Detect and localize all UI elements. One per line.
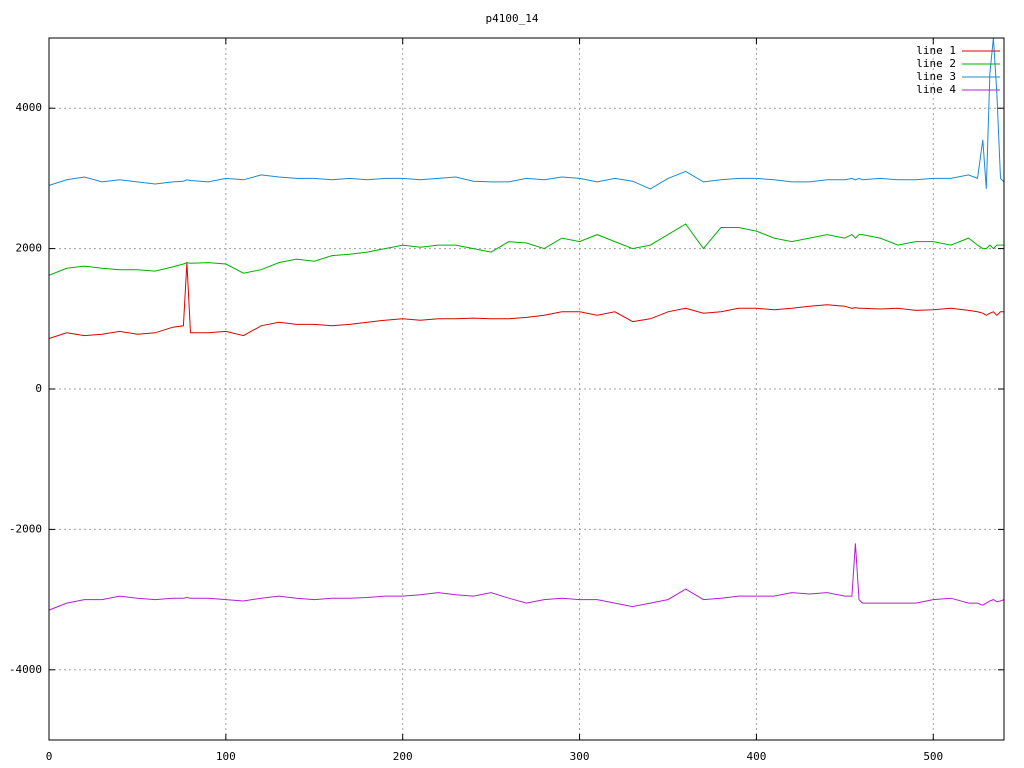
legend-label: line 4 [916, 83, 956, 96]
line-series [49, 38, 1004, 190]
x-tick-label: 100 [216, 750, 236, 763]
x-tick-label: 300 [570, 750, 590, 763]
x-tick-label: 0 [46, 750, 53, 763]
y-tick-label: -4000 [9, 663, 42, 676]
x-tick-label: 500 [923, 750, 943, 763]
x-tick-label: 400 [746, 750, 766, 763]
legend-label: line 2 [916, 57, 956, 70]
legend-label: line 1 [916, 44, 956, 57]
plot-border [48, 37, 1005, 741]
y-tick-label: 0 [35, 382, 42, 395]
line-series [49, 262, 1004, 339]
y-tick-label: 2000 [16, 242, 43, 255]
line-series [49, 543, 1004, 611]
y-tick-label: 4000 [16, 101, 43, 114]
line-series [49, 223, 1004, 276]
legend-label: line 3 [916, 70, 956, 83]
chart-title: p4100_14 [486, 12, 539, 25]
x-tick-label: 200 [393, 750, 413, 763]
y-tick-label: -2000 [9, 522, 42, 535]
